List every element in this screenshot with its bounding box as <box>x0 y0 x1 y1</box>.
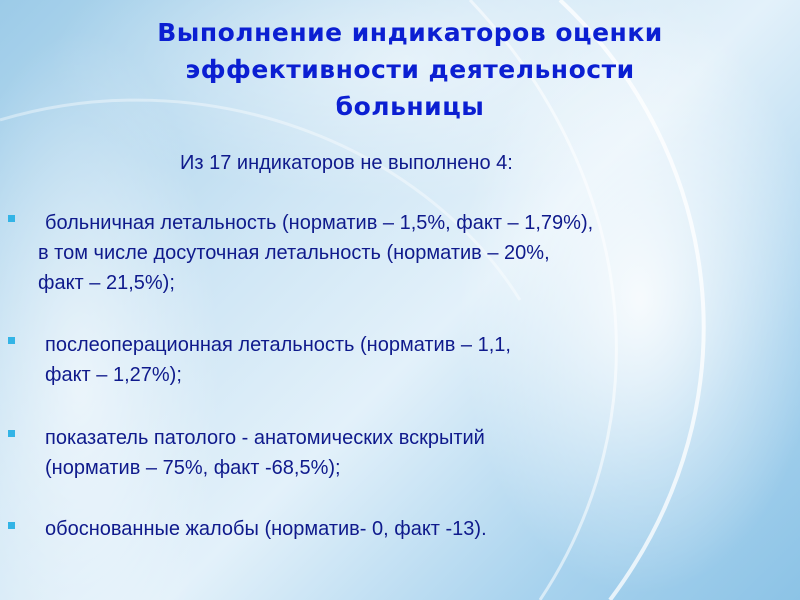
bullet-text: (норматив – 75%, факт -68,5%); <box>45 457 341 479</box>
bullet-text: в том числе досуточная летальность (норм… <box>38 242 550 264</box>
bullet-text: факт – 1,27%); <box>45 364 182 386</box>
title-line: больницы <box>335 92 485 121</box>
background-swoosh <box>558 0 706 600</box>
background-swoosh <box>0 98 522 301</box>
bullet-icon <box>8 337 15 344</box>
slide-title: Выполнение индикаторов оценки эффективно… <box>90 14 730 125</box>
bullet-text: показатель патолого - анатомических вскр… <box>45 427 485 449</box>
background-swoosh <box>468 0 618 600</box>
bullet-text: факт – 21,5%); <box>38 272 175 294</box>
title-line: эффективности деятельности <box>185 55 635 84</box>
title-line: Выполнение индикаторов оценки <box>157 18 663 47</box>
bullet-text: обоснованные жалобы (норматив- 0, факт -… <box>45 518 487 540</box>
bullet-icon <box>8 522 15 529</box>
bullet-text: больничная летальность (норматив – 1,5%,… <box>45 212 594 234</box>
bullet-text: послеоперационная летальность (норматив … <box>45 334 511 356</box>
bullet-icon <box>8 215 15 222</box>
bullet-icon <box>8 430 15 437</box>
intro-text: Из 17 индикаторов не выполнено 4: <box>180 152 513 174</box>
